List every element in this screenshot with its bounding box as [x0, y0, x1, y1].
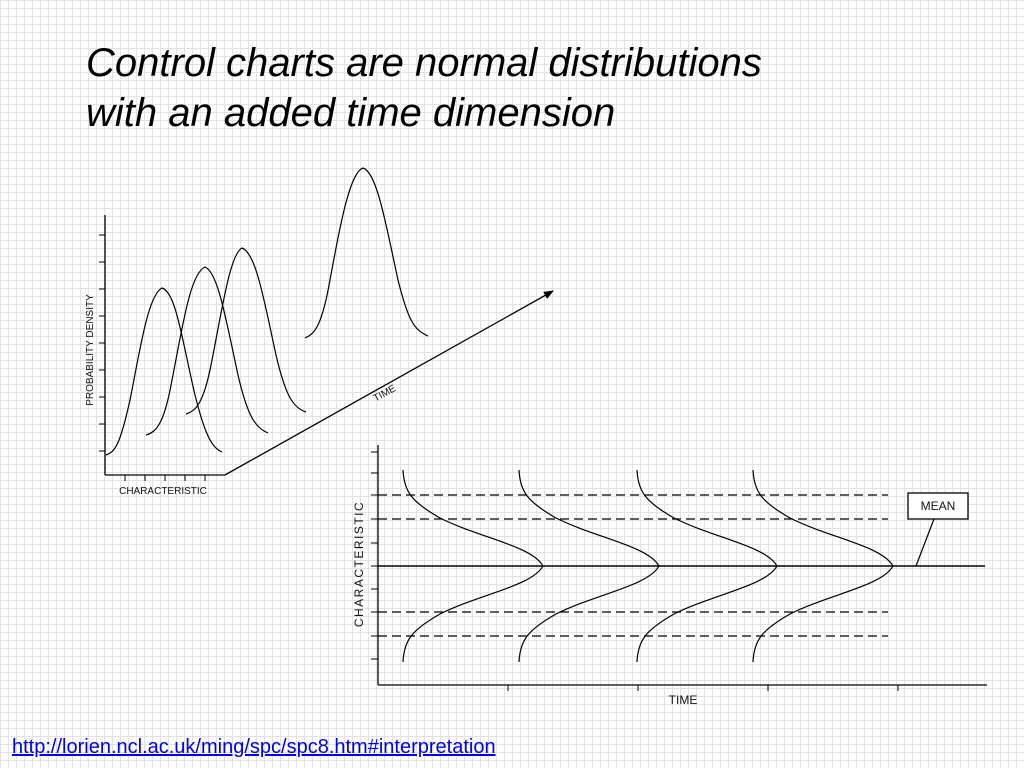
- time-axis-label: TIME: [372, 383, 399, 404]
- title-line-2: with an added time dimension: [86, 91, 616, 135]
- density-axis-label: PROBABILITY DENSITY: [85, 294, 96, 406]
- control-chart-y-axis-label: CHARACTERISTIC: [352, 501, 366, 627]
- distribution-curve-4: [304, 167, 429, 339]
- characteristic-axis-label: CHARACTERISTIC: [119, 486, 207, 497]
- control-chart-curve-1: [402, 469, 544, 663]
- source-link[interactable]: http://lorien.ncl.ac.uk/ming/spc/spc8.ht…: [12, 736, 496, 758]
- control-chart-curve-3: [636, 469, 778, 663]
- mean-callout-box: [907, 492, 969, 520]
- mean-callout: MEAN: [907, 492, 969, 567]
- control-chart-curve-4: [752, 469, 894, 663]
- control-chart-x-ticks: [507, 685, 899, 691]
- control-chart-x-axis-label: TIME: [669, 693, 698, 707]
- time-axis-arrow: [224, 290, 554, 476]
- control-chart-curve-2: [518, 469, 660, 663]
- mean-callout-label: MEAN: [921, 499, 956, 513]
- distribution-curve-2: [145, 266, 269, 436]
- distribution-curve-3: [185, 247, 307, 415]
- distribution-3d-diagram: PROBABILITY DENSITY CHARACTERISTIC TIME: [85, 167, 554, 497]
- distribution-curve-1: [105, 287, 223, 456]
- control-chart-y-ticks: [371, 451, 378, 660]
- slide-title: Control charts are normal distributions …: [86, 38, 946, 138]
- density-axis-ticks: [99, 234, 105, 452]
- control-chart: MEAN CHARACTERISTIC TIME: [352, 445, 987, 707]
- characteristic-axis-ticks: [124, 475, 206, 481]
- title-line-1: Control charts are normal distributions: [86, 41, 762, 85]
- mean-callout-leader: [915, 518, 935, 567]
